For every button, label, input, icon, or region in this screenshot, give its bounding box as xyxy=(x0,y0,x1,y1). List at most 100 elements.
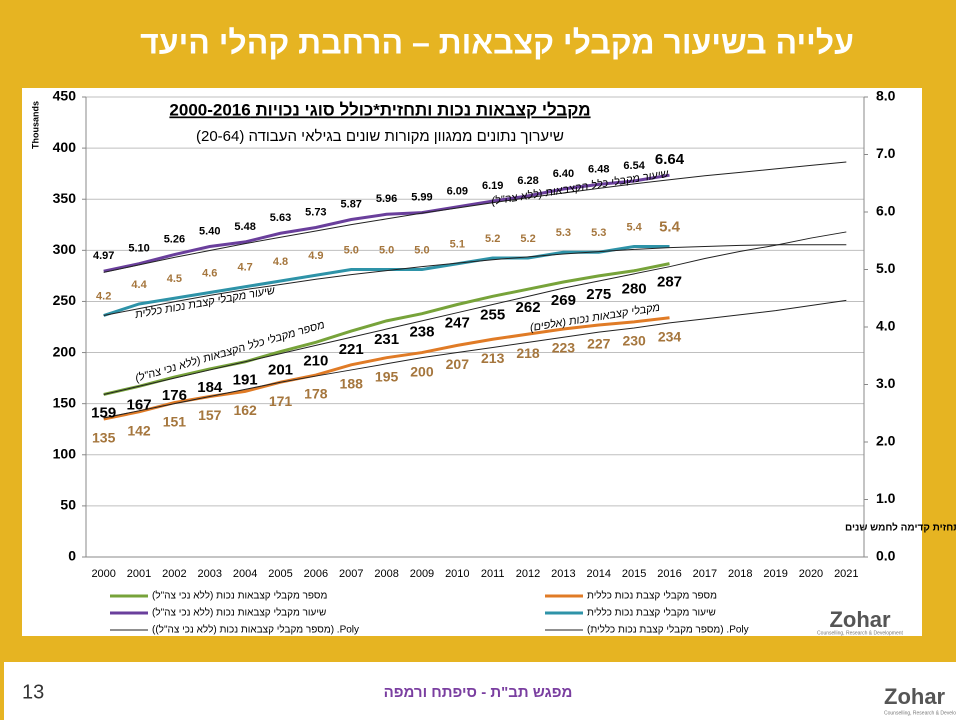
data-label: 6.54 xyxy=(623,160,645,172)
data-label: 135 xyxy=(92,430,116,446)
data-label: 262 xyxy=(516,299,541,316)
data-label: 188 xyxy=(340,376,364,392)
data-label: 162 xyxy=(233,402,257,418)
data-label: 5.2 xyxy=(520,233,535,245)
data-label: 5.4 xyxy=(659,218,681,235)
legend-label: מספר מקבלי קצבאות נכות (ללא נכי צה"ל) xyxy=(152,590,327,602)
data-label: 5.0 xyxy=(344,244,359,256)
x-tick-label: 2007 xyxy=(339,568,363,580)
x-tick-label: 2003 xyxy=(198,568,222,580)
y-tick-label: 450 xyxy=(53,88,77,104)
x-tick-label: 2020 xyxy=(799,568,823,580)
data-label: 275 xyxy=(586,286,611,303)
series-line xyxy=(103,262,670,396)
data-label: 176 xyxy=(162,387,187,404)
slide-title: עלייה בשיעור מקבלי קצבאות – הרחבת קהלי ה… xyxy=(140,24,854,60)
data-label: 5.3 xyxy=(591,227,606,239)
data-label: 231 xyxy=(374,331,399,348)
data-label: 5.0 xyxy=(414,244,429,256)
data-label: 178 xyxy=(304,386,328,402)
footer-logo: Zohar xyxy=(884,684,946,709)
data-label: 230 xyxy=(622,333,646,349)
x-tick-label: 2006 xyxy=(304,568,328,580)
data-label: 201 xyxy=(268,362,293,379)
data-label: 4.5 xyxy=(167,273,182,285)
y2-tick-label: 2.0 xyxy=(876,433,896,449)
x-tick-label: 2004 xyxy=(233,568,257,580)
data-label: 5.87 xyxy=(341,198,362,210)
x-tick-label: 2011 xyxy=(481,568,505,580)
data-label: 6.28 xyxy=(517,175,538,187)
x-tick-label: 2001 xyxy=(127,568,151,580)
data-label: 247 xyxy=(445,314,470,331)
footer-logo-tagline: Counselling, Research & Development xyxy=(884,710,956,716)
series-line xyxy=(103,245,670,317)
y-tick-label: 400 xyxy=(53,139,77,155)
y-tick-label: 300 xyxy=(53,241,77,257)
data-label: 207 xyxy=(446,356,470,372)
legend-label: Poly. (מספר מקבלי קצבת נכות כללית) xyxy=(587,624,749,636)
chart-logo: Zohar xyxy=(829,607,891,632)
x-tick-label: 2013 xyxy=(551,568,575,580)
data-label: 167 xyxy=(127,396,152,413)
data-label: 200 xyxy=(410,363,434,379)
x-tick-label: 2000 xyxy=(91,568,115,580)
series-line xyxy=(103,173,670,273)
page-number: 13 xyxy=(22,681,44,703)
data-label: 269 xyxy=(551,292,576,309)
y-tick-label: 50 xyxy=(60,497,76,513)
y-tick-label: 0 xyxy=(68,548,76,564)
data-label: 4.7 xyxy=(237,262,252,274)
data-label: 5.48 xyxy=(234,221,255,233)
data-label: 184 xyxy=(197,379,223,396)
data-label: 213 xyxy=(481,350,505,366)
data-label: 159 xyxy=(91,404,116,421)
data-label: 6.40 xyxy=(553,168,574,180)
data-label: 218 xyxy=(516,345,540,361)
data-label: 5.40 xyxy=(199,225,220,237)
data-label: 5.3 xyxy=(556,227,571,239)
y2-tick-label: 6.0 xyxy=(876,203,896,219)
data-label: 6.48 xyxy=(588,163,609,175)
x-tick-label: 2016 xyxy=(657,568,681,580)
trend-line xyxy=(103,299,847,419)
data-label: 5.96 xyxy=(376,193,397,205)
y-tick-label: 250 xyxy=(53,292,77,308)
data-label: 5.26 xyxy=(164,233,185,245)
y2-tick-label: 8.0 xyxy=(876,88,896,104)
data-label: 151 xyxy=(163,413,187,429)
x-tick-label: 2010 xyxy=(445,568,469,580)
data-label: 4.2 xyxy=(96,290,111,302)
data-label: 142 xyxy=(127,423,151,439)
data-label: 4.9 xyxy=(308,250,323,262)
y-tick-label: 200 xyxy=(53,343,77,359)
data-label: 4.8 xyxy=(273,256,288,268)
y-tick-label: 150 xyxy=(53,394,77,410)
data-label: 287 xyxy=(657,274,682,291)
data-label: 238 xyxy=(409,324,434,341)
y2-tick-label: 4.0 xyxy=(876,318,896,334)
data-label: 255 xyxy=(480,306,505,323)
chart-title: מקבלי קצבאות נכות ותחזית*כולל סוגי נכויו… xyxy=(169,100,590,119)
data-label: 6.19 xyxy=(482,180,503,192)
legend-label: מספר מקבלי קצבת נכות כללית xyxy=(587,590,717,602)
data-label: 221 xyxy=(339,341,364,358)
data-label: 5.2 xyxy=(485,233,500,245)
trend-line xyxy=(103,161,847,273)
footer-text: מפגש תב"ת - סיפתח ורמפה xyxy=(384,684,573,701)
y2-tick-label: 1.0 xyxy=(876,490,896,506)
x-tick-label: 2014 xyxy=(587,568,611,580)
data-label: 4.4 xyxy=(131,279,147,291)
x-tick-label: 2015 xyxy=(622,568,646,580)
chart-panel xyxy=(22,88,922,636)
data-label: 5.99 xyxy=(411,191,432,203)
x-tick-label: 2002 xyxy=(162,568,186,580)
data-label: 5.73 xyxy=(305,206,326,218)
y2-tick-label: 3.0 xyxy=(876,375,896,391)
y2-tick-label: 7.0 xyxy=(876,145,896,161)
trend-line xyxy=(103,244,847,316)
x-tick-label: 2019 xyxy=(763,568,787,580)
data-label: 210 xyxy=(303,352,328,369)
y2-tick-label: 5.0 xyxy=(876,260,896,276)
